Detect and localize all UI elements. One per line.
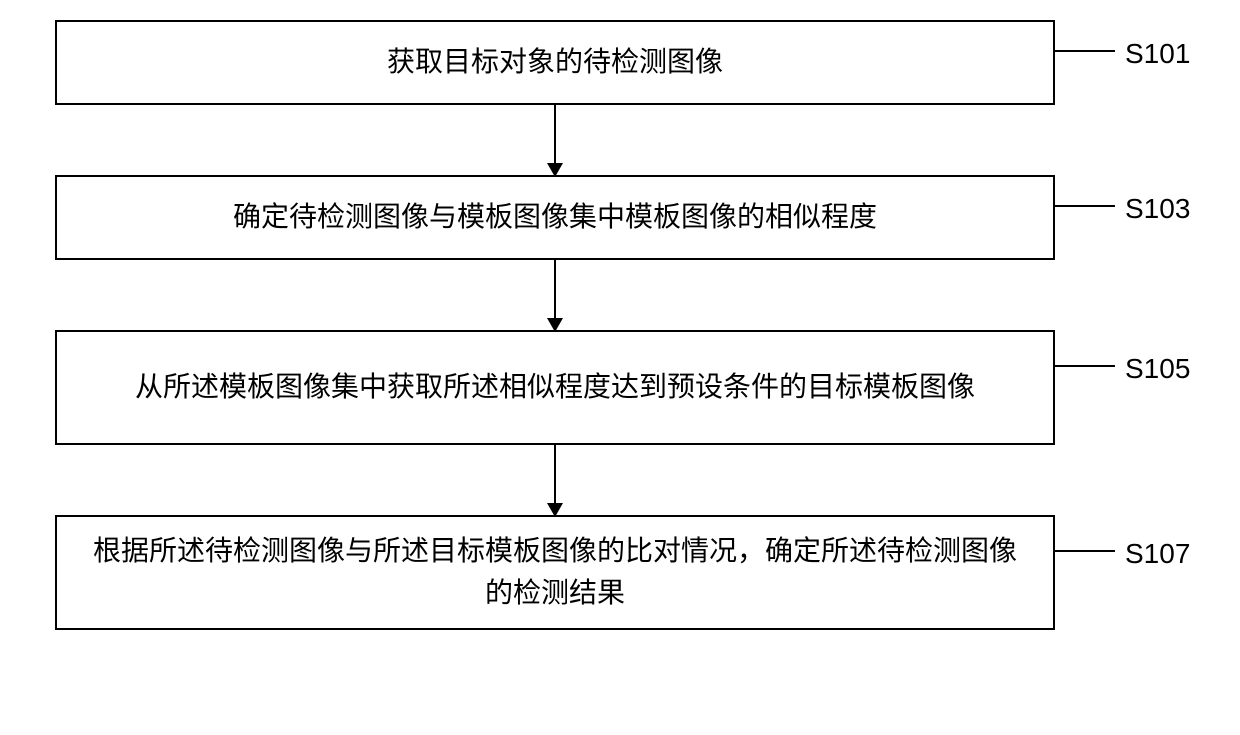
step-label-4: S107	[1125, 538, 1190, 570]
step-label-1: S101	[1125, 38, 1190, 70]
arrow-2	[554, 260, 556, 330]
arrow-1	[554, 105, 556, 175]
flow-step-4-text: 根据所述待检测图像与所述目标模板图像的比对情况，确定所述待检测图像的检测结果	[87, 531, 1023, 615]
step-label-2: S103	[1125, 193, 1190, 225]
label-connector-3	[1055, 365, 1115, 367]
flowchart-container: 获取目标对象的待检测图像 S101 确定待检测图像与模板图像集中模板图像的相似程…	[55, 20, 1185, 630]
arrow-3	[554, 445, 556, 515]
flow-step-2-text: 确定待检测图像与模板图像集中模板图像的相似程度	[233, 197, 877, 239]
flow-step-4: 根据所述待检测图像与所述目标模板图像的比对情况，确定所述待检测图像的检测结果	[55, 515, 1055, 630]
flow-step-1: 获取目标对象的待检测图像	[55, 20, 1055, 105]
label-connector-1	[1055, 50, 1115, 52]
step-label-3: S105	[1125, 353, 1190, 385]
label-connector-4	[1055, 550, 1115, 552]
flow-step-2: 确定待检测图像与模板图像集中模板图像的相似程度	[55, 175, 1055, 260]
label-connector-2	[1055, 205, 1115, 207]
flow-step-3: 从所述模板图像集中获取所述相似程度达到预设条件的目标模板图像	[55, 330, 1055, 445]
flow-step-3-text: 从所述模板图像集中获取所述相似程度达到预设条件的目标模板图像	[135, 367, 975, 409]
flow-step-1-text: 获取目标对象的待检测图像	[387, 42, 723, 84]
